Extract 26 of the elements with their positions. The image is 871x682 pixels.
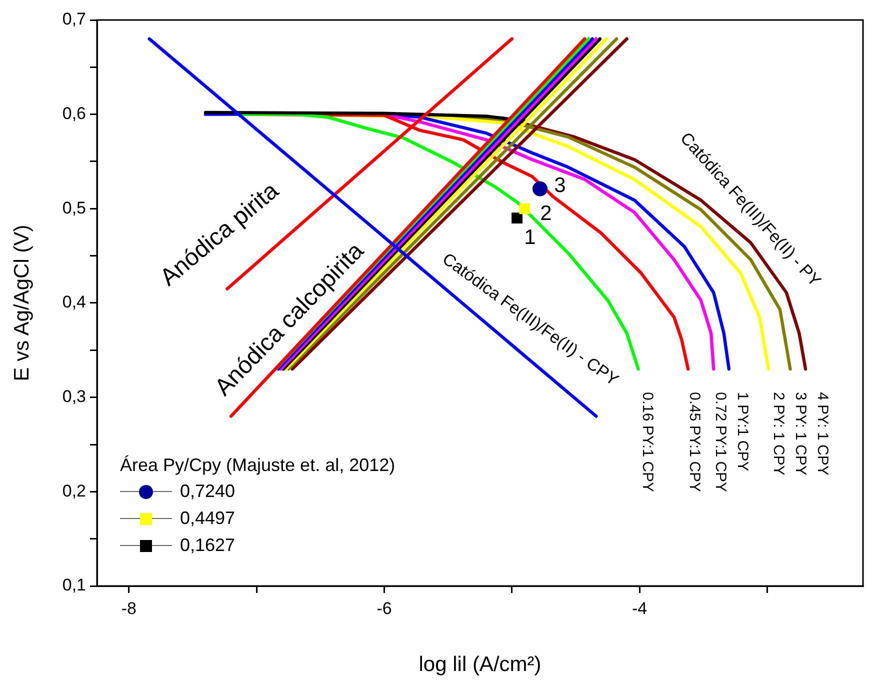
y-axis-title: E vs Ag/AgCl (V): [10, 224, 34, 382]
annotation: 0.72 PY:1 CPY: [712, 392, 729, 492]
x-tick-label: -4: [632, 598, 648, 618]
annotation: 2: [540, 202, 552, 225]
annotation: 0.16 PY:1 CPY: [638, 392, 656, 492]
annotation: 3 PY: 1 CPY: [792, 392, 809, 476]
y-tick-label: 0,3: [62, 387, 86, 406]
legend-label: 0,1627: [180, 535, 236, 556]
annotation: 1: [524, 226, 536, 249]
y-tick-label: 0,2: [62, 481, 86, 500]
y-tick-label: 0,7: [62, 10, 86, 29]
y-tick-label: 0,4: [62, 292, 86, 312]
y-tick-label: 0,5: [62, 198, 86, 218]
legend-label: 0,4497: [180, 508, 236, 529]
annotation: 0.45 PY:1 CPY: [686, 392, 703, 492]
y-tick-label: 0,6: [62, 104, 86, 124]
x-tick-label: -8: [121, 598, 136, 618]
annotation: 4 PY: 1 CPY: [814, 392, 831, 476]
annotation: 3: [554, 174, 566, 197]
annotation: 2 PY: 1 CPY: [770, 392, 787, 476]
legend-title: Área Py/Cpy (Majuste et. al, 2012): [120, 455, 396, 476]
annotation: 1 PY:1 CPY: [734, 392, 751, 472]
legend-label: 0,7240: [180, 481, 236, 502]
y-tick-label: 0,1: [62, 576, 86, 595]
x-tick-label: -6: [376, 598, 392, 618]
x-axis-title: log lil (A/cm²): [418, 653, 542, 676]
